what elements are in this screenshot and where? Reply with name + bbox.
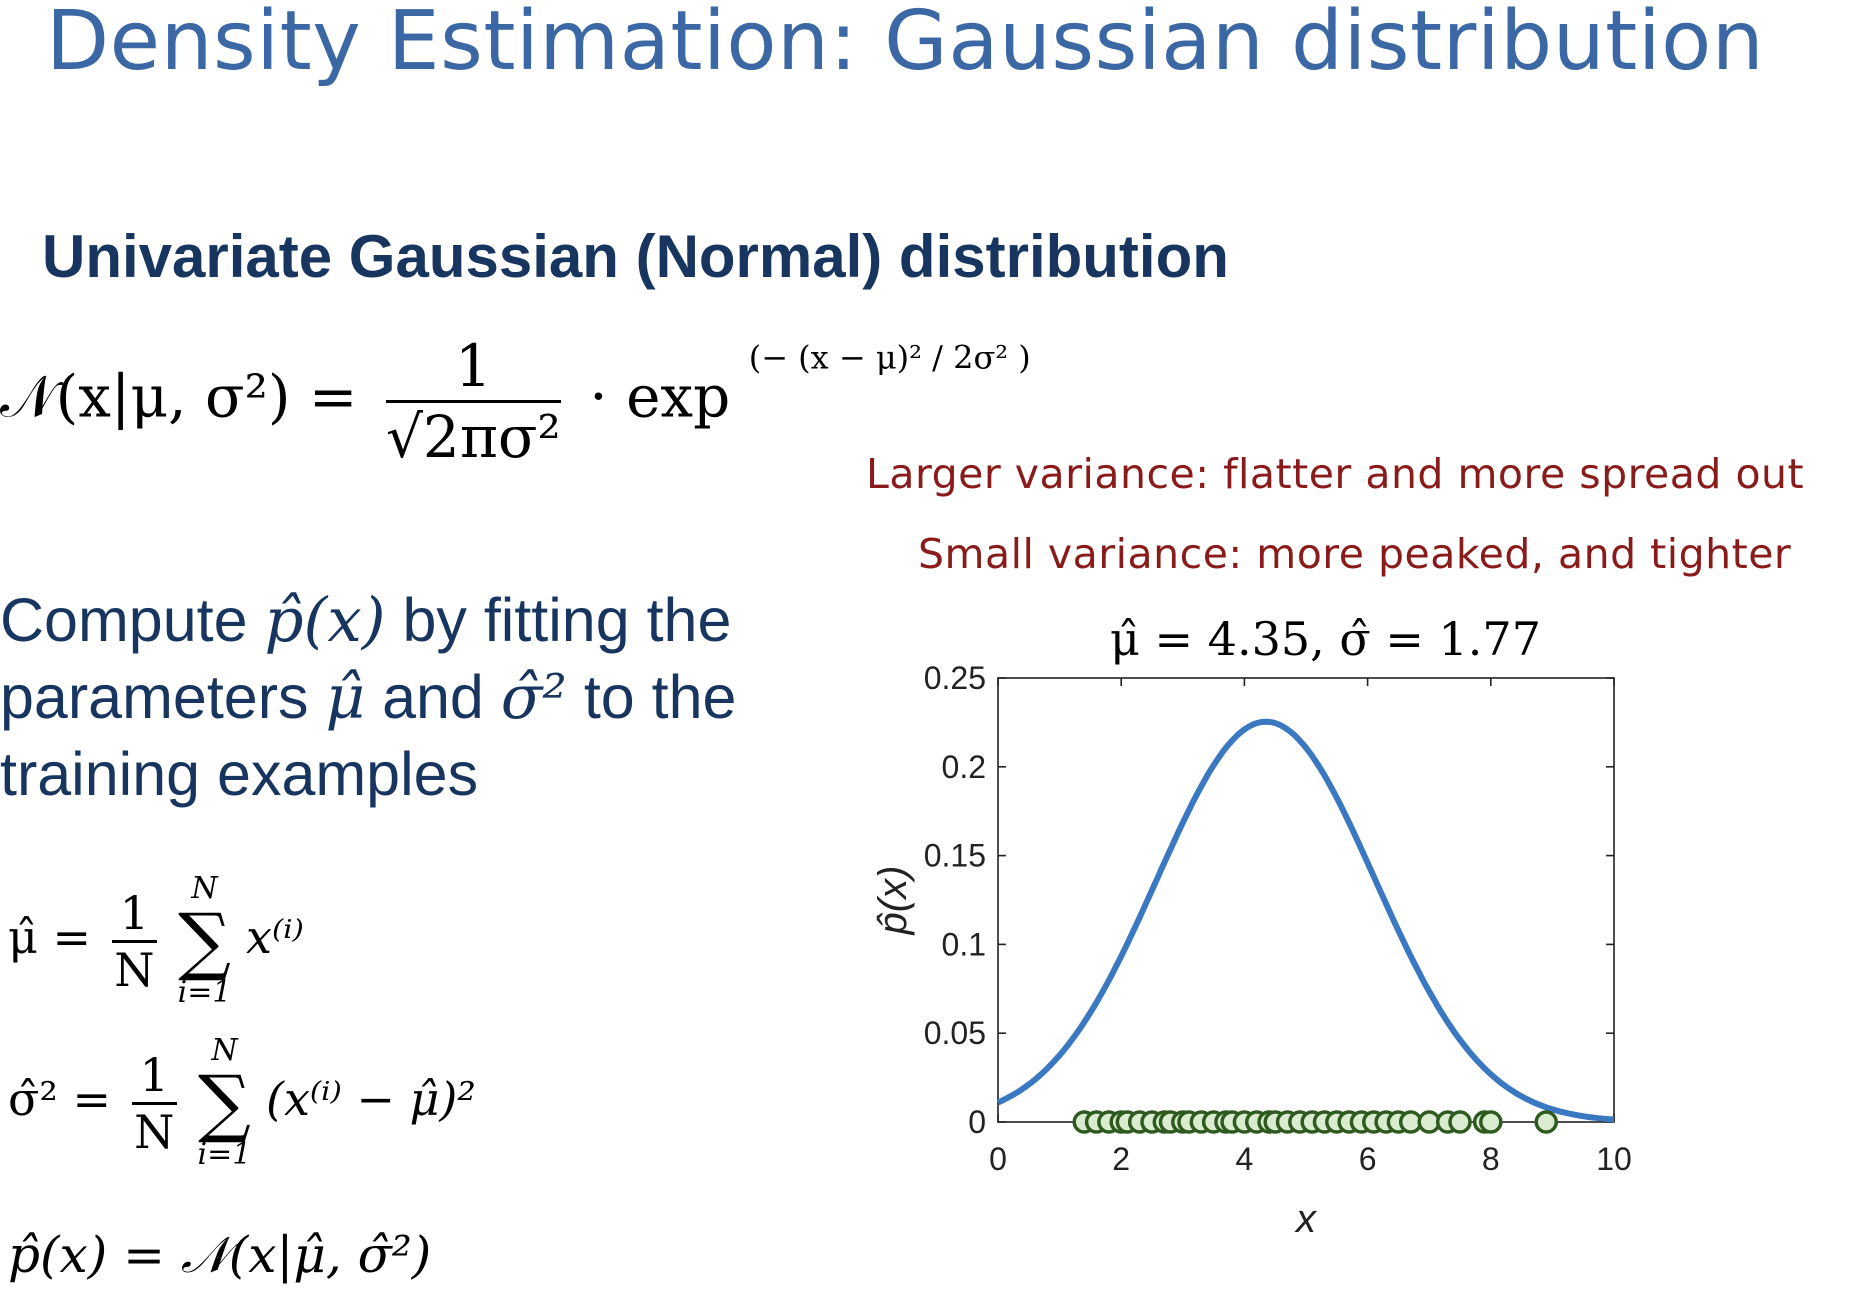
mean-frac-num: 1 <box>111 886 157 943</box>
mu-hat-symbol: μ̂ <box>325 662 366 733</box>
variance-sum: N ∑ i=1 <box>198 1036 252 1170</box>
x-tick-label: 10 <box>1596 1141 1632 1177</box>
variance-estimator-formula: σ̂² = 1 N N ∑ i=1 (x⁽ⁱ⁾ − μ̂)² <box>8 1036 476 1170</box>
sigma-hat-sq-symbol: σ̂² <box>500 662 567 733</box>
chart-curve-layer <box>996 718 1615 1123</box>
density-curve <box>996 718 1615 1123</box>
compute-paragraph: Compute p̂(x) by fitting the parameters … <box>0 582 736 812</box>
mean-sum-bottom: i=1 <box>177 975 232 1010</box>
pdf-lhs: 𝒩(x|μ, σ²) = <box>0 362 358 431</box>
y-tick-label: 0 <box>968 1104 986 1140</box>
mean-frac-den: N <box>114 942 155 997</box>
variance-lhs: σ̂² = <box>8 1072 112 1126</box>
section-heading: Univariate Gaussian (Normal) distributio… <box>42 223 1229 290</box>
compute-text-2b: and <box>365 663 501 731</box>
sum-symbol: ∑ <box>198 1060 251 1146</box>
mean-sum: N ∑ i=1 <box>178 874 232 1008</box>
y-axis-label: p̂(x) <box>871 866 915 936</box>
slide-title: Density Estimation: Gaussian distributio… <box>46 0 1765 89</box>
x-axis-label: x <box>1294 1197 1318 1241</box>
sample-point <box>1534 1110 1558 1134</box>
pdf-frac-num: 1 <box>385 332 561 403</box>
pdf-exp: · exp <box>589 362 731 431</box>
x-tick-label: 4 <box>1236 1141 1254 1177</box>
compute-text-1a: Compute <box>0 586 265 654</box>
pdf-frac-den: √2πσ² <box>385 403 561 471</box>
density-formula: p̂(x) = 𝒩(x|μ̂, σ̂²) <box>8 1226 432 1284</box>
note-large-variance: Larger variance: flatter and more spread… <box>866 450 1805 498</box>
y-tick-label: 0.15 <box>924 838 986 874</box>
mean-estimator-formula: μ̂ = 1 N N ∑ i=1 x⁽ⁱ⁾ <box>8 874 304 1008</box>
mean-fraction: 1 N <box>111 886 157 997</box>
x-tick-label: 6 <box>1359 1141 1377 1177</box>
y-tick-label: 0.1 <box>942 926 986 962</box>
y-tick-label: 0.2 <box>942 749 986 785</box>
x-tick-label: 0 <box>989 1141 1007 1177</box>
variance-frac-num: 1 <box>131 1048 177 1105</box>
sample-point <box>1479 1110 1503 1134</box>
gaussian-pdf-formula: 𝒩(x|μ, σ²) = 1 √2πσ² · exp (− (x − μ)² /… <box>0 332 1031 471</box>
pdf-exponent: (− (x − μ)² / 2σ² ) <box>748 338 1031 377</box>
y-tick-label: 0.25 <box>924 660 986 696</box>
mean-sum-top: N <box>191 871 218 906</box>
chart-title: μ̂ = 4.35, σ̂ = 1.77 <box>1110 612 1541 666</box>
variance-sum-bottom: i=1 <box>197 1137 252 1172</box>
pdf-fraction: 1 √2πσ² <box>385 332 561 471</box>
compute-text-1b: by fitting the <box>385 586 732 654</box>
sum-symbol: ∑ <box>178 898 231 984</box>
variance-fraction: 1 N <box>131 1048 177 1159</box>
note-small-variance: Small variance: more peaked, and tighter <box>918 530 1792 578</box>
mean-lhs: μ̂ = <box>8 910 92 964</box>
variance-frac-den: N <box>134 1104 175 1159</box>
compute-text-3: training examples <box>0 740 479 808</box>
x-tick-label: 8 <box>1482 1141 1500 1177</box>
compute-text-2c: to the <box>566 663 737 731</box>
mean-term: x⁽ⁱ⁾ <box>246 910 304 964</box>
chart-labels: 0 2 4 6 8 10 0 0.05 0.1 0.15 0.2 0.25 x p̂(x) <box>871 660 1632 1241</box>
chart-points-layer <box>1072 1110 1558 1134</box>
y-tick-label: 0.05 <box>924 1015 986 1051</box>
variance-sum-top: N <box>211 1033 238 1068</box>
variance-term: (x⁽ⁱ⁾ − μ̂)² <box>266 1072 476 1126</box>
x-tick-label: 2 <box>1112 1141 1130 1177</box>
compute-text-2a: parameters <box>0 663 326 731</box>
sample-point <box>1448 1110 1472 1134</box>
p-hat-symbol: p̂(x) <box>264 585 386 656</box>
